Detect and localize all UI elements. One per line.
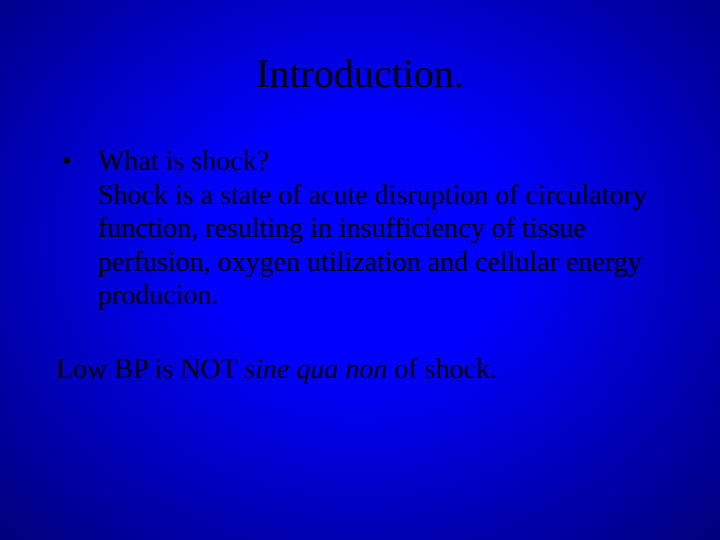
slide-title: Introduction. bbox=[0, 50, 720, 97]
slide-content: Introduction. • What is shock? Shock is … bbox=[0, 0, 720, 540]
closing-suffix: of shock. bbox=[387, 354, 497, 385]
slide-body: • What is shock? Shock is a state of acu… bbox=[0, 145, 720, 387]
bullet-item: • What is shock? bbox=[56, 145, 664, 179]
bullet-text: What is shock? bbox=[98, 145, 664, 179]
bullet-subtext: Shock is a state of acute disruption of … bbox=[56, 179, 664, 313]
closing-prefix: Low BP is NOT bbox=[56, 354, 244, 385]
closing-italic: sine qua non bbox=[244, 354, 387, 385]
bullet-marker: • bbox=[56, 145, 98, 179]
slide: Introduction. • What is shock? Shock is … bbox=[0, 0, 720, 540]
closing-line: Low BP is NOT sine qua non of shock. bbox=[56, 353, 664, 387]
